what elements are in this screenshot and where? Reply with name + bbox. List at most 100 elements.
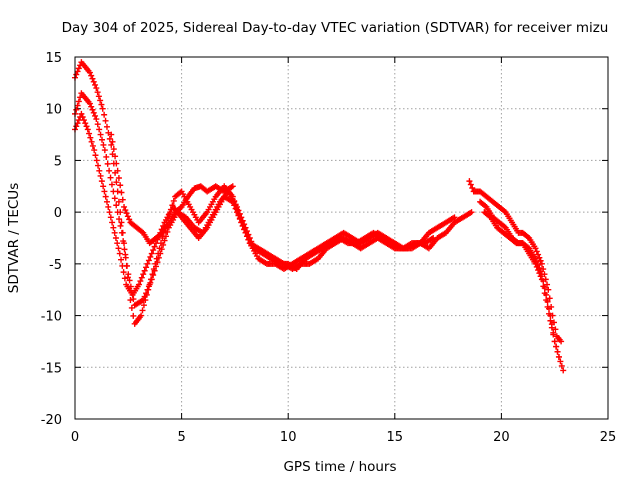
data-point <box>118 219 125 226</box>
data-point <box>150 272 157 279</box>
data-point <box>79 113 86 120</box>
data-point <box>103 153 110 160</box>
data-point <box>139 307 146 314</box>
data-point <box>144 286 151 293</box>
data-point <box>111 229 118 236</box>
data-point <box>74 102 81 109</box>
data-point <box>116 216 123 223</box>
data-point <box>115 245 122 252</box>
data-point <box>535 267 542 274</box>
data-point <box>118 256 125 263</box>
data-point <box>101 111 108 118</box>
data-point <box>140 297 147 304</box>
data-point <box>108 141 115 148</box>
series-track-5 <box>466 178 565 345</box>
data-point <box>151 267 158 274</box>
data-point <box>532 260 539 267</box>
data-point <box>102 193 109 200</box>
data-point <box>145 283 152 290</box>
data-point <box>544 281 551 288</box>
data-point <box>78 110 85 117</box>
data-point <box>126 216 133 223</box>
data-point <box>120 269 127 276</box>
data-point <box>157 250 164 257</box>
data-point <box>111 195 118 202</box>
data-point <box>164 228 171 235</box>
data-point <box>543 297 550 304</box>
data-point <box>469 185 476 192</box>
data-point <box>451 214 458 221</box>
data-point <box>553 343 560 350</box>
data-point <box>161 237 168 244</box>
data-point <box>103 198 110 205</box>
data-point <box>232 205 239 212</box>
data-point <box>541 290 548 297</box>
y-tick-label: -10 <box>41 310 62 325</box>
data-point <box>100 141 107 148</box>
data-point <box>158 246 165 253</box>
data-point <box>87 134 94 141</box>
data-point <box>148 276 155 283</box>
data-point <box>466 178 473 185</box>
data-point <box>545 286 552 293</box>
data-point <box>80 117 87 124</box>
data-point <box>96 126 103 133</box>
data-point <box>138 312 145 319</box>
data-point <box>147 253 154 260</box>
data-point <box>73 106 80 113</box>
chart-title: Day 304 of 2025, Sidereal Day-to-day VTE… <box>62 20 609 36</box>
data-point <box>110 188 117 195</box>
data-point <box>121 203 128 210</box>
data-point <box>147 279 154 286</box>
data-point <box>92 152 99 159</box>
data-point <box>104 160 111 167</box>
data-point <box>546 295 553 302</box>
data-point <box>140 271 147 278</box>
data-point <box>94 89 101 96</box>
x-tick-label: 0 <box>71 430 79 445</box>
y-tick-label: -20 <box>41 413 62 428</box>
data-point <box>92 81 99 88</box>
data-point <box>242 229 249 236</box>
series-track-3 <box>72 110 458 298</box>
data-point <box>128 304 135 311</box>
data-point <box>123 210 130 217</box>
data-point <box>89 106 96 113</box>
data-point <box>97 131 104 138</box>
data-point <box>535 251 542 258</box>
data-points <box>72 59 567 374</box>
data-point <box>97 97 104 104</box>
data-point <box>560 367 567 374</box>
data-point <box>86 69 93 76</box>
data-point <box>532 245 539 252</box>
data-point <box>99 105 106 112</box>
x-tick-label: 25 <box>600 430 617 445</box>
data-point <box>536 254 543 261</box>
data-point <box>177 205 184 212</box>
data-point <box>170 197 177 204</box>
data-point <box>94 121 101 128</box>
data-point <box>524 233 531 240</box>
data-point <box>155 254 162 261</box>
data-point <box>236 216 243 223</box>
data-point <box>103 123 110 130</box>
data-point <box>558 362 565 369</box>
data-point <box>162 233 169 240</box>
data-point <box>234 209 241 216</box>
data-point <box>121 246 128 253</box>
y-tick-label: -15 <box>41 361 62 376</box>
data-point <box>144 260 151 267</box>
data-point <box>558 338 565 345</box>
data-point <box>538 260 545 267</box>
data-point <box>95 93 102 100</box>
y-tick-label: 0 <box>54 206 62 221</box>
data-point <box>137 278 144 285</box>
data-point <box>540 283 547 290</box>
data-point <box>113 202 120 209</box>
data-point <box>109 219 116 226</box>
series-track-4 <box>108 131 236 247</box>
data-point <box>118 229 125 236</box>
data-point <box>115 198 122 205</box>
data-point <box>235 212 242 219</box>
